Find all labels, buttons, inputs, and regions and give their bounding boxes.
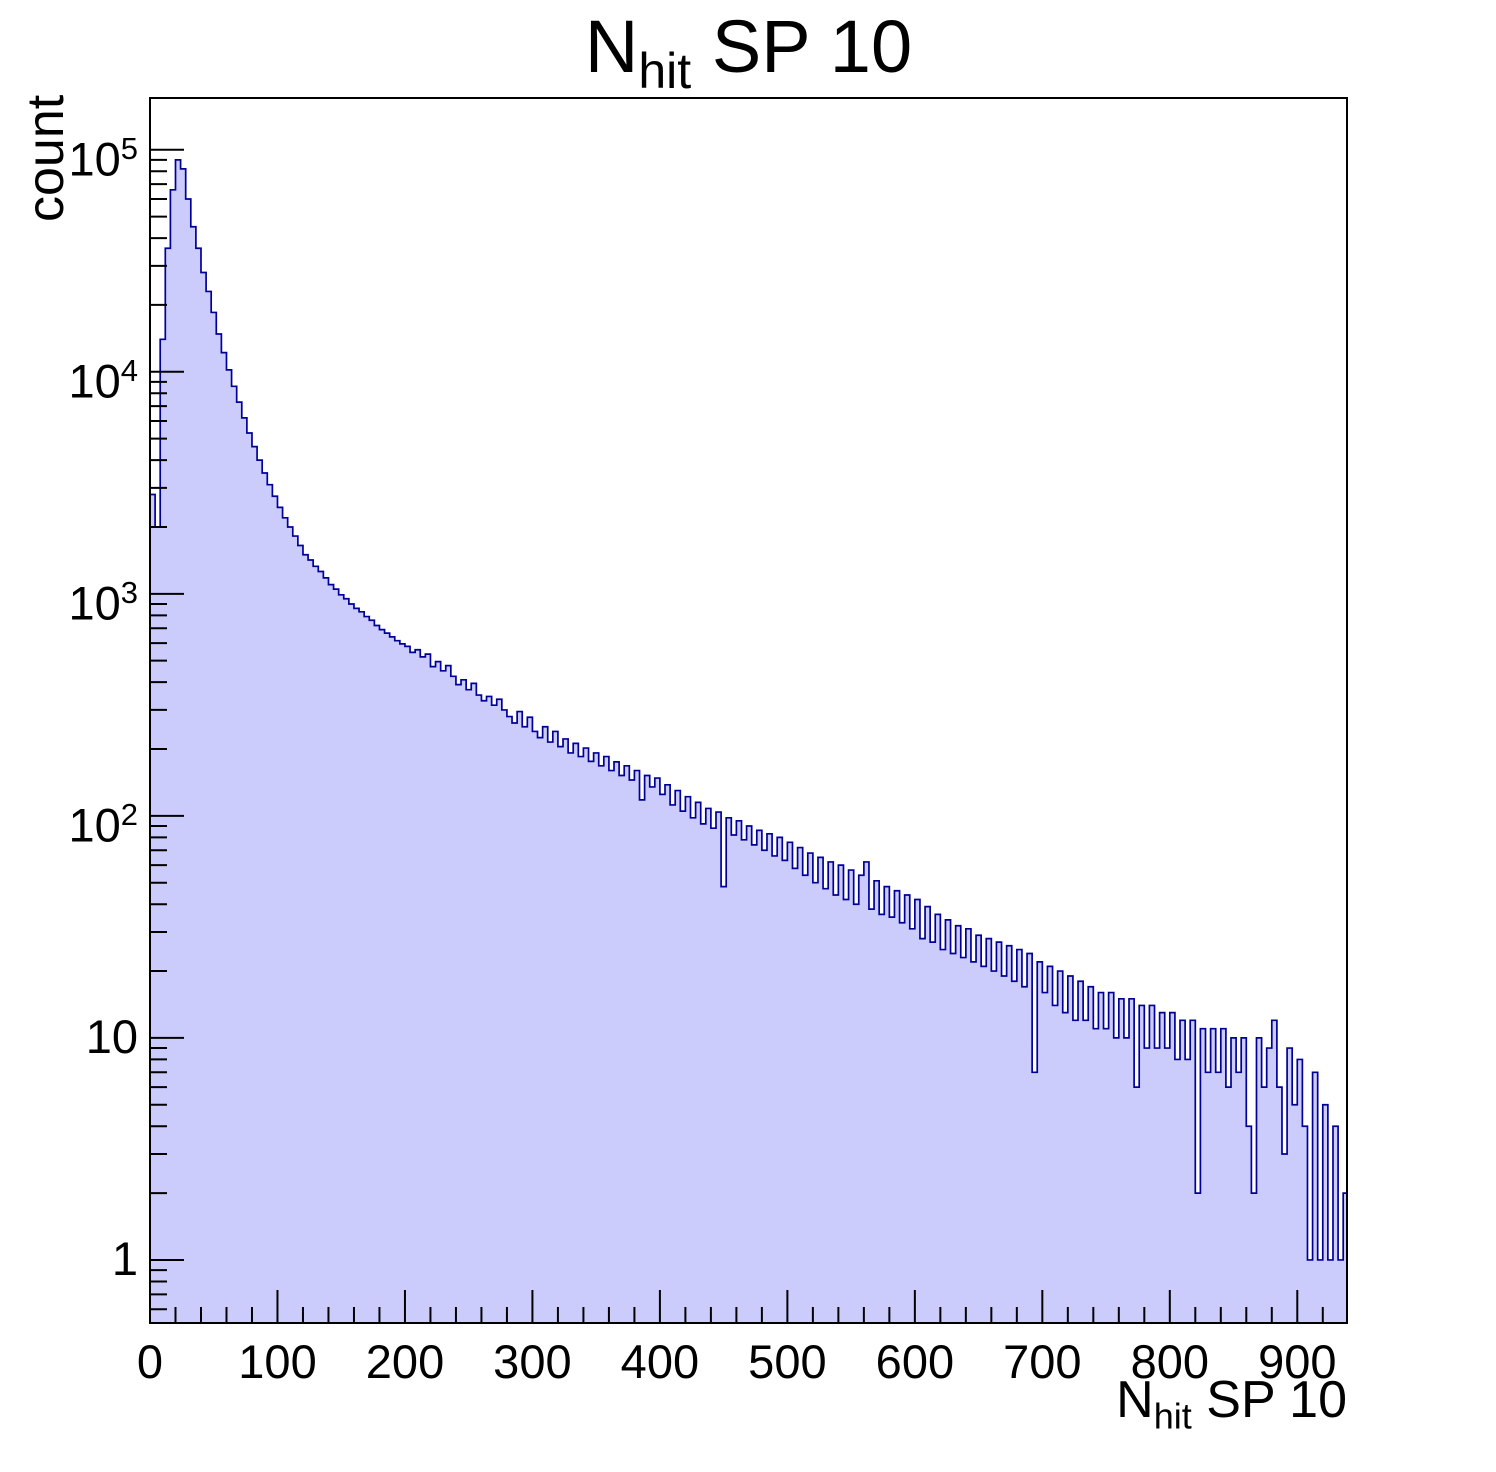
histogram-bars-path bbox=[149, 159, 1348, 1324]
x-axis-title-rest: SP 10 bbox=[1206, 1371, 1347, 1429]
chart-title-main: N bbox=[584, 5, 639, 88]
chart-title: Nhit SP 10 bbox=[150, 4, 1347, 114]
x-axis-title-sub: hit bbox=[1153, 1395, 1192, 1437]
x-tick-label: 0 bbox=[136, 1335, 164, 1388]
y-tick-label: 103 bbox=[68, 574, 138, 630]
x-tick-label: 500 bbox=[748, 1335, 827, 1388]
x-axis-title-main: N bbox=[1116, 1371, 1154, 1429]
x-tick-label: 800 bbox=[1130, 1335, 1210, 1388]
x-tick-label: 200 bbox=[365, 1335, 445, 1388]
x-tick-label: 300 bbox=[493, 1335, 572, 1388]
x-tick-label: 400 bbox=[620, 1335, 700, 1388]
chart-title-rest: SP 10 bbox=[711, 5, 913, 88]
y-tick-label: 10 bbox=[85, 1009, 138, 1063]
x-axis-title: Nhit SP 10 bbox=[150, 1370, 1347, 1437]
y-tick-exponent: 3 bbox=[120, 574, 138, 610]
y-tick-exponent: 4 bbox=[120, 352, 138, 388]
chart-title-sub: hit bbox=[638, 42, 692, 99]
y-tick-label: 105 bbox=[68, 130, 138, 186]
y-tick-exponent: 5 bbox=[120, 130, 138, 166]
x-tick-label: 700 bbox=[1003, 1335, 1082, 1388]
y-tick-exponent: 2 bbox=[120, 796, 138, 832]
x-tick-label: 100 bbox=[238, 1335, 317, 1388]
y-tick-label: 102 bbox=[68, 796, 138, 852]
y-tick-label: 104 bbox=[68, 352, 138, 408]
x-tick-label: 900 bbox=[1258, 1335, 1337, 1388]
y-tick-label: 1 bbox=[111, 1231, 138, 1285]
x-tick-label: 600 bbox=[875, 1335, 955, 1388]
